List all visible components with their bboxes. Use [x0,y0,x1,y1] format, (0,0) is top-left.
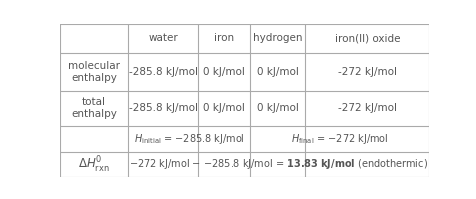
Text: 0 kJ/mol: 0 kJ/mol [256,103,298,113]
Text: iron: iron [214,33,234,43]
Text: hydrogen: hydrogen [252,33,302,43]
Text: $H_\mathrm{final}$ = −272 kJ/mol: $H_\mathrm{final}$ = −272 kJ/mol [290,132,387,146]
Text: -272 kJ/mol: -272 kJ/mol [337,67,396,77]
Text: iron(II) oxide: iron(II) oxide [334,33,399,43]
Text: $H_\mathrm{initial}$ = −285.8 kJ/mol: $H_\mathrm{initial}$ = −285.8 kJ/mol [133,132,244,146]
Text: water: water [148,33,178,43]
Text: -285.8 kJ/mol: -285.8 kJ/mol [129,67,197,77]
Text: 0 kJ/mol: 0 kJ/mol [203,67,245,77]
Text: -285.8 kJ/mol: -285.8 kJ/mol [129,103,197,113]
Text: 0 kJ/mol: 0 kJ/mol [203,103,245,113]
Text: 0 kJ/mol: 0 kJ/mol [256,67,298,77]
Text: total
enthalpy: total enthalpy [71,97,117,119]
Text: molecular
enthalpy: molecular enthalpy [68,60,119,83]
Text: −272 kJ/mol − −285.8 kJ/mol = $\mathbf{13.83\ kJ/mol}$ (endothermic): −272 kJ/mol − −285.8 kJ/mol = $\mathbf{1… [129,157,427,172]
Text: -272 kJ/mol: -272 kJ/mol [337,103,396,113]
Text: $\Delta H^0_\mathrm{rxn}$: $\Delta H^0_\mathrm{rxn}$ [78,154,109,175]
